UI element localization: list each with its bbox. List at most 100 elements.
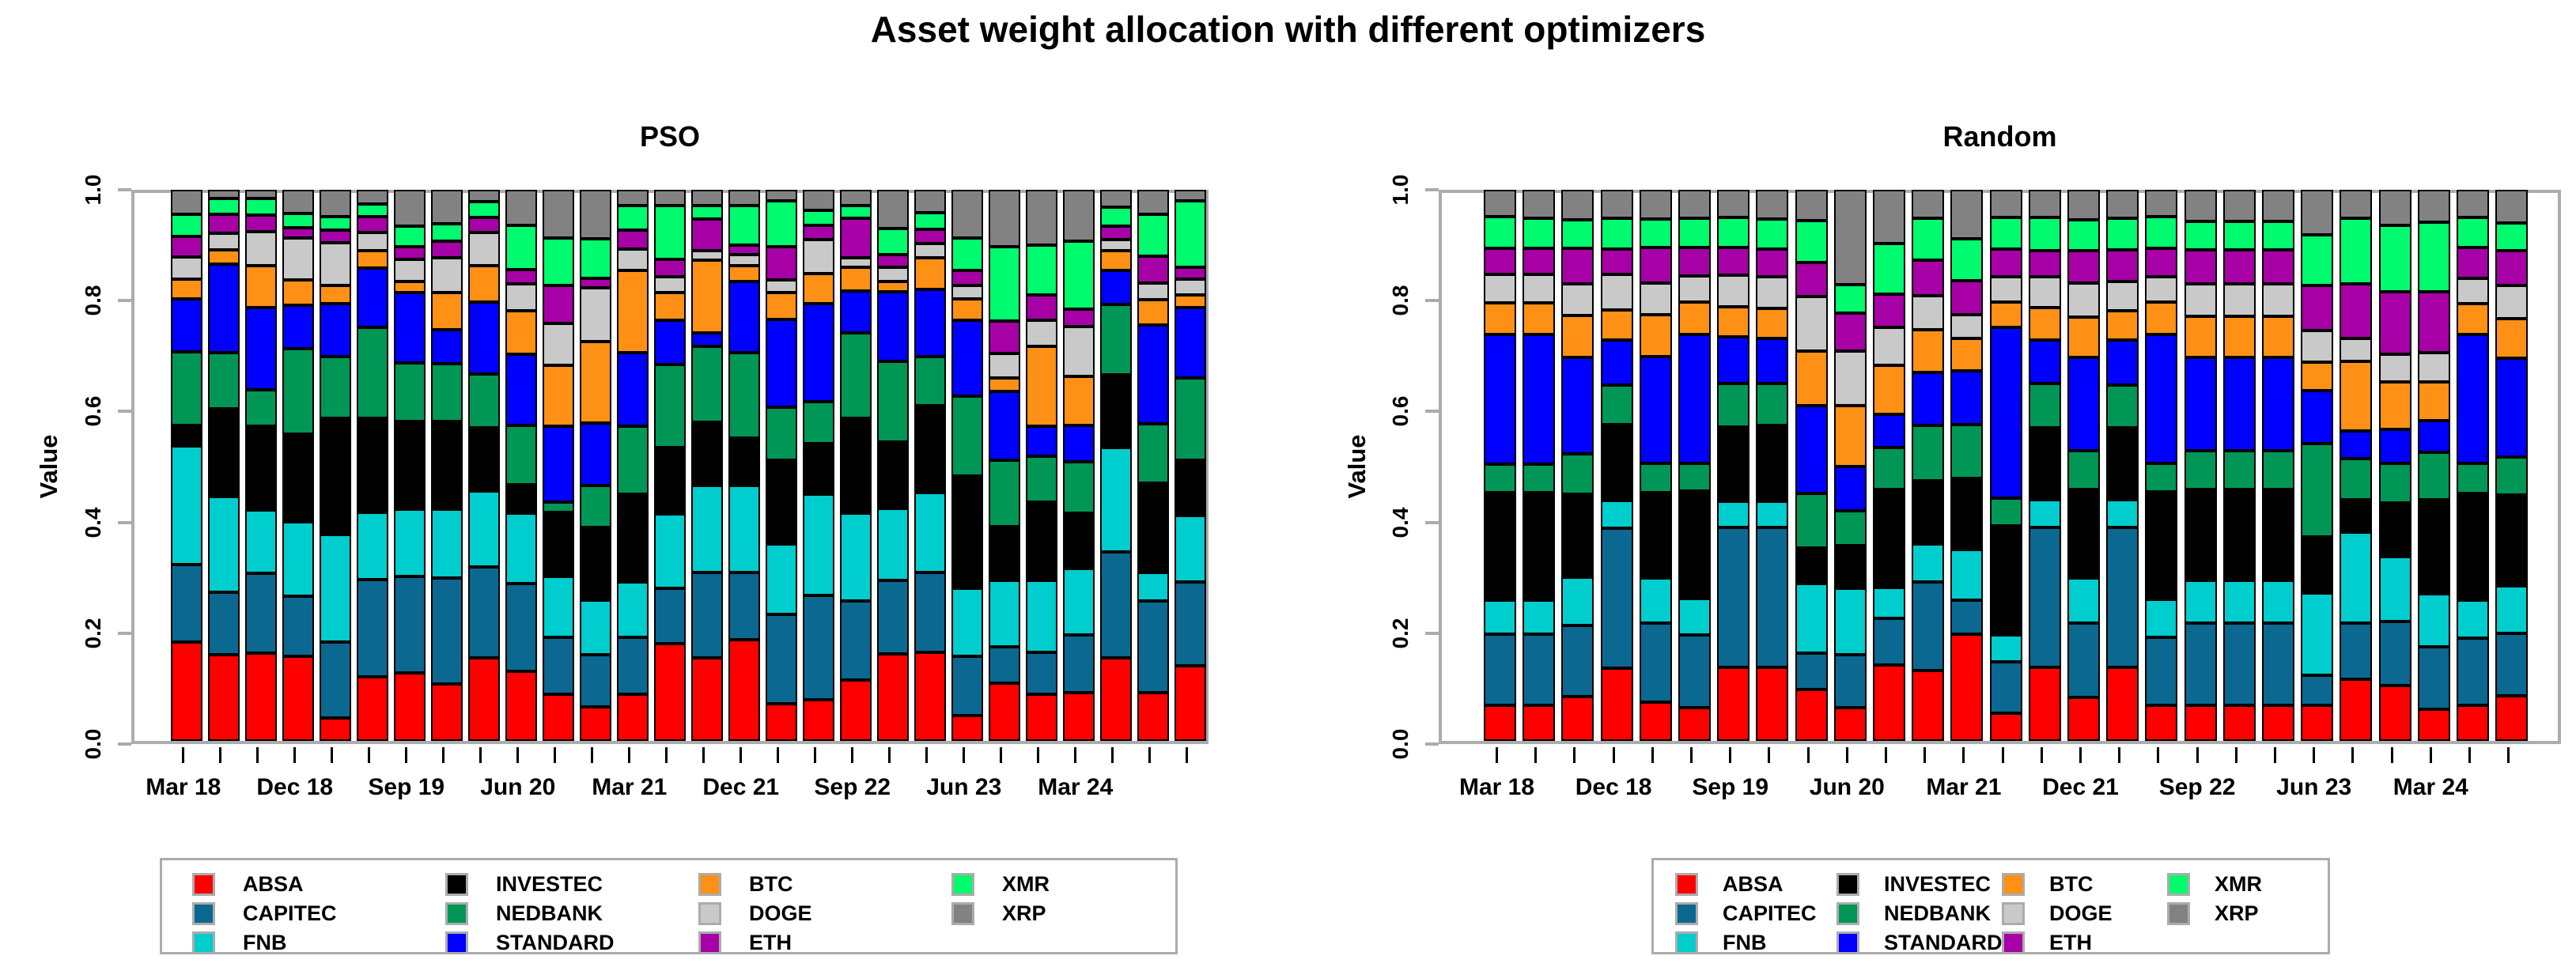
bar-segment-doge xyxy=(2495,285,2529,319)
y-tick-label: 0.4 xyxy=(1388,507,1413,538)
bar-segment-eth xyxy=(1717,247,1750,276)
bar-segment-xmr xyxy=(394,226,426,247)
bar-segment-absa xyxy=(914,652,946,741)
bar-segment-doge xyxy=(1175,278,1206,295)
bar-segment-xrp xyxy=(1026,190,1057,246)
bar-segment-xmr xyxy=(1026,245,1057,296)
bar-segment-nedbank xyxy=(1639,463,1672,493)
bar-segment-investec xyxy=(2417,499,2450,594)
x-tick-label: Jun 20 xyxy=(480,774,556,800)
bar-segment-fnb xyxy=(1756,501,1789,527)
bar-segment-xmr xyxy=(914,212,946,230)
bar-segment-capitec xyxy=(357,580,388,678)
bar-segment-doge xyxy=(171,257,202,279)
bar-segment-absa xyxy=(1523,705,1556,741)
bar-segment-fnb xyxy=(2340,531,2373,623)
bar-segment-capitec xyxy=(1639,622,1672,702)
bar-segment-absa xyxy=(2106,667,2139,741)
x-tick xyxy=(1768,747,1771,763)
bar-segment-xmr xyxy=(1989,217,2022,249)
x-tick xyxy=(925,747,929,763)
legend-swatch-fnb xyxy=(1675,931,1698,954)
bar-segment-doge xyxy=(2262,283,2294,316)
bar-segment-btc xyxy=(1678,301,1711,334)
bar-segment-investec xyxy=(2067,489,2100,578)
bar-segment-standard xyxy=(1717,337,1750,384)
bar-segment-nedbank xyxy=(1678,463,1711,492)
x-tick-label: Mar 24 xyxy=(2393,774,2468,800)
bar-segment-absa xyxy=(320,718,351,741)
stacked-bar-sep-18 xyxy=(245,190,277,741)
bar-segment-investec xyxy=(989,526,1020,580)
bar-segment-nedbank xyxy=(320,357,351,419)
bar-segment-investec xyxy=(1795,548,1828,584)
bar-segment-fnb xyxy=(1873,588,1905,618)
x-tick-label: Sep 22 xyxy=(2158,774,2236,800)
bar-segment-doge xyxy=(654,277,686,293)
bar-segment-btc xyxy=(989,378,1020,392)
x-tick xyxy=(1000,747,1003,763)
bar-segment-eth xyxy=(1137,256,1169,283)
bar-segment-eth xyxy=(2340,283,2373,338)
bar-segment-fnb xyxy=(2262,580,2294,623)
bar-segment-btc xyxy=(654,292,686,320)
bar-segment-fnb xyxy=(431,509,463,578)
legend-swatch-doge xyxy=(2002,902,2025,925)
bar-segment-doge xyxy=(2106,281,2139,312)
stacked-bar-dec-20 xyxy=(580,190,611,741)
bar-segment-absa xyxy=(989,682,1020,741)
legend-swatch-capitec xyxy=(1675,902,1698,925)
bar-segment-nedbank xyxy=(1063,462,1095,514)
bar-segment-fnb xyxy=(1795,583,1828,654)
bar-segment-doge xyxy=(2417,353,2450,382)
bar-segment-absa xyxy=(1137,692,1169,741)
bar-segment-investec xyxy=(691,422,723,486)
bar-segment-nedbank xyxy=(1523,464,1556,493)
legend-label-nedbank: NEDBANK xyxy=(1884,901,1991,925)
bar-segment-standard xyxy=(2301,390,2334,444)
x-tick xyxy=(2157,747,2160,763)
x-tick xyxy=(516,747,520,763)
bar-segment-fnb xyxy=(1678,599,1711,636)
bar-segment-btc xyxy=(357,250,388,269)
bar-segment-fnb xyxy=(171,446,202,565)
bar-segment-standard xyxy=(1912,372,1945,426)
x-tick xyxy=(851,747,854,763)
bar-segment-xrp xyxy=(2301,190,2334,235)
bar-segment-nedbank xyxy=(580,486,611,528)
stacked-bar-dec-18 xyxy=(1600,190,1633,741)
bar-segment-eth xyxy=(1100,226,1132,240)
bar-segment-capitec xyxy=(543,637,574,695)
bar-segment-capitec xyxy=(1873,618,1905,665)
bar-segment-xmr xyxy=(1484,217,1516,248)
bar-segment-xmr xyxy=(1950,239,1984,281)
bar-segment-investec xyxy=(766,460,797,545)
legend-label-absa: ABSA xyxy=(1723,872,1784,896)
bar-segment-capitec xyxy=(2262,622,2294,705)
y-tick xyxy=(118,188,131,191)
bar-segment-standard xyxy=(1523,334,1556,465)
bar-segment-absa xyxy=(394,673,426,741)
legend-box-random: ABSA CAPITEC FNB INVESTEC NEDBANK STANDARD BTC… xyxy=(1651,858,2330,954)
bar-segment-investec xyxy=(1063,513,1095,569)
x-tick xyxy=(1496,747,1498,763)
bar-segment-absa xyxy=(840,680,872,741)
bar-segment-doge xyxy=(1873,327,1905,365)
bar-segment-xrp xyxy=(1717,190,1750,217)
bar-segment-nedbank xyxy=(1950,424,1984,479)
bar-segment-xmr xyxy=(1175,201,1206,268)
bar-segment-xrp xyxy=(2262,190,2294,221)
bar-segment-doge xyxy=(2184,283,2217,316)
x-tick xyxy=(665,747,668,763)
bar-segment-nedbank xyxy=(2067,451,2100,489)
bar-segment-btc xyxy=(1756,308,1789,339)
bar-segment-xmr xyxy=(2457,217,2489,247)
legend-label-eth: ETH xyxy=(749,931,792,954)
bar-segment-nedbank xyxy=(1795,493,1828,549)
bar-segment-investec xyxy=(1639,492,1672,579)
bar-segment-xrp xyxy=(320,190,351,217)
bar-segment-doge xyxy=(1063,326,1095,376)
bar-segment-investec xyxy=(320,418,351,535)
x-tick xyxy=(1573,747,1576,763)
bar-segment-btc xyxy=(2145,301,2178,334)
